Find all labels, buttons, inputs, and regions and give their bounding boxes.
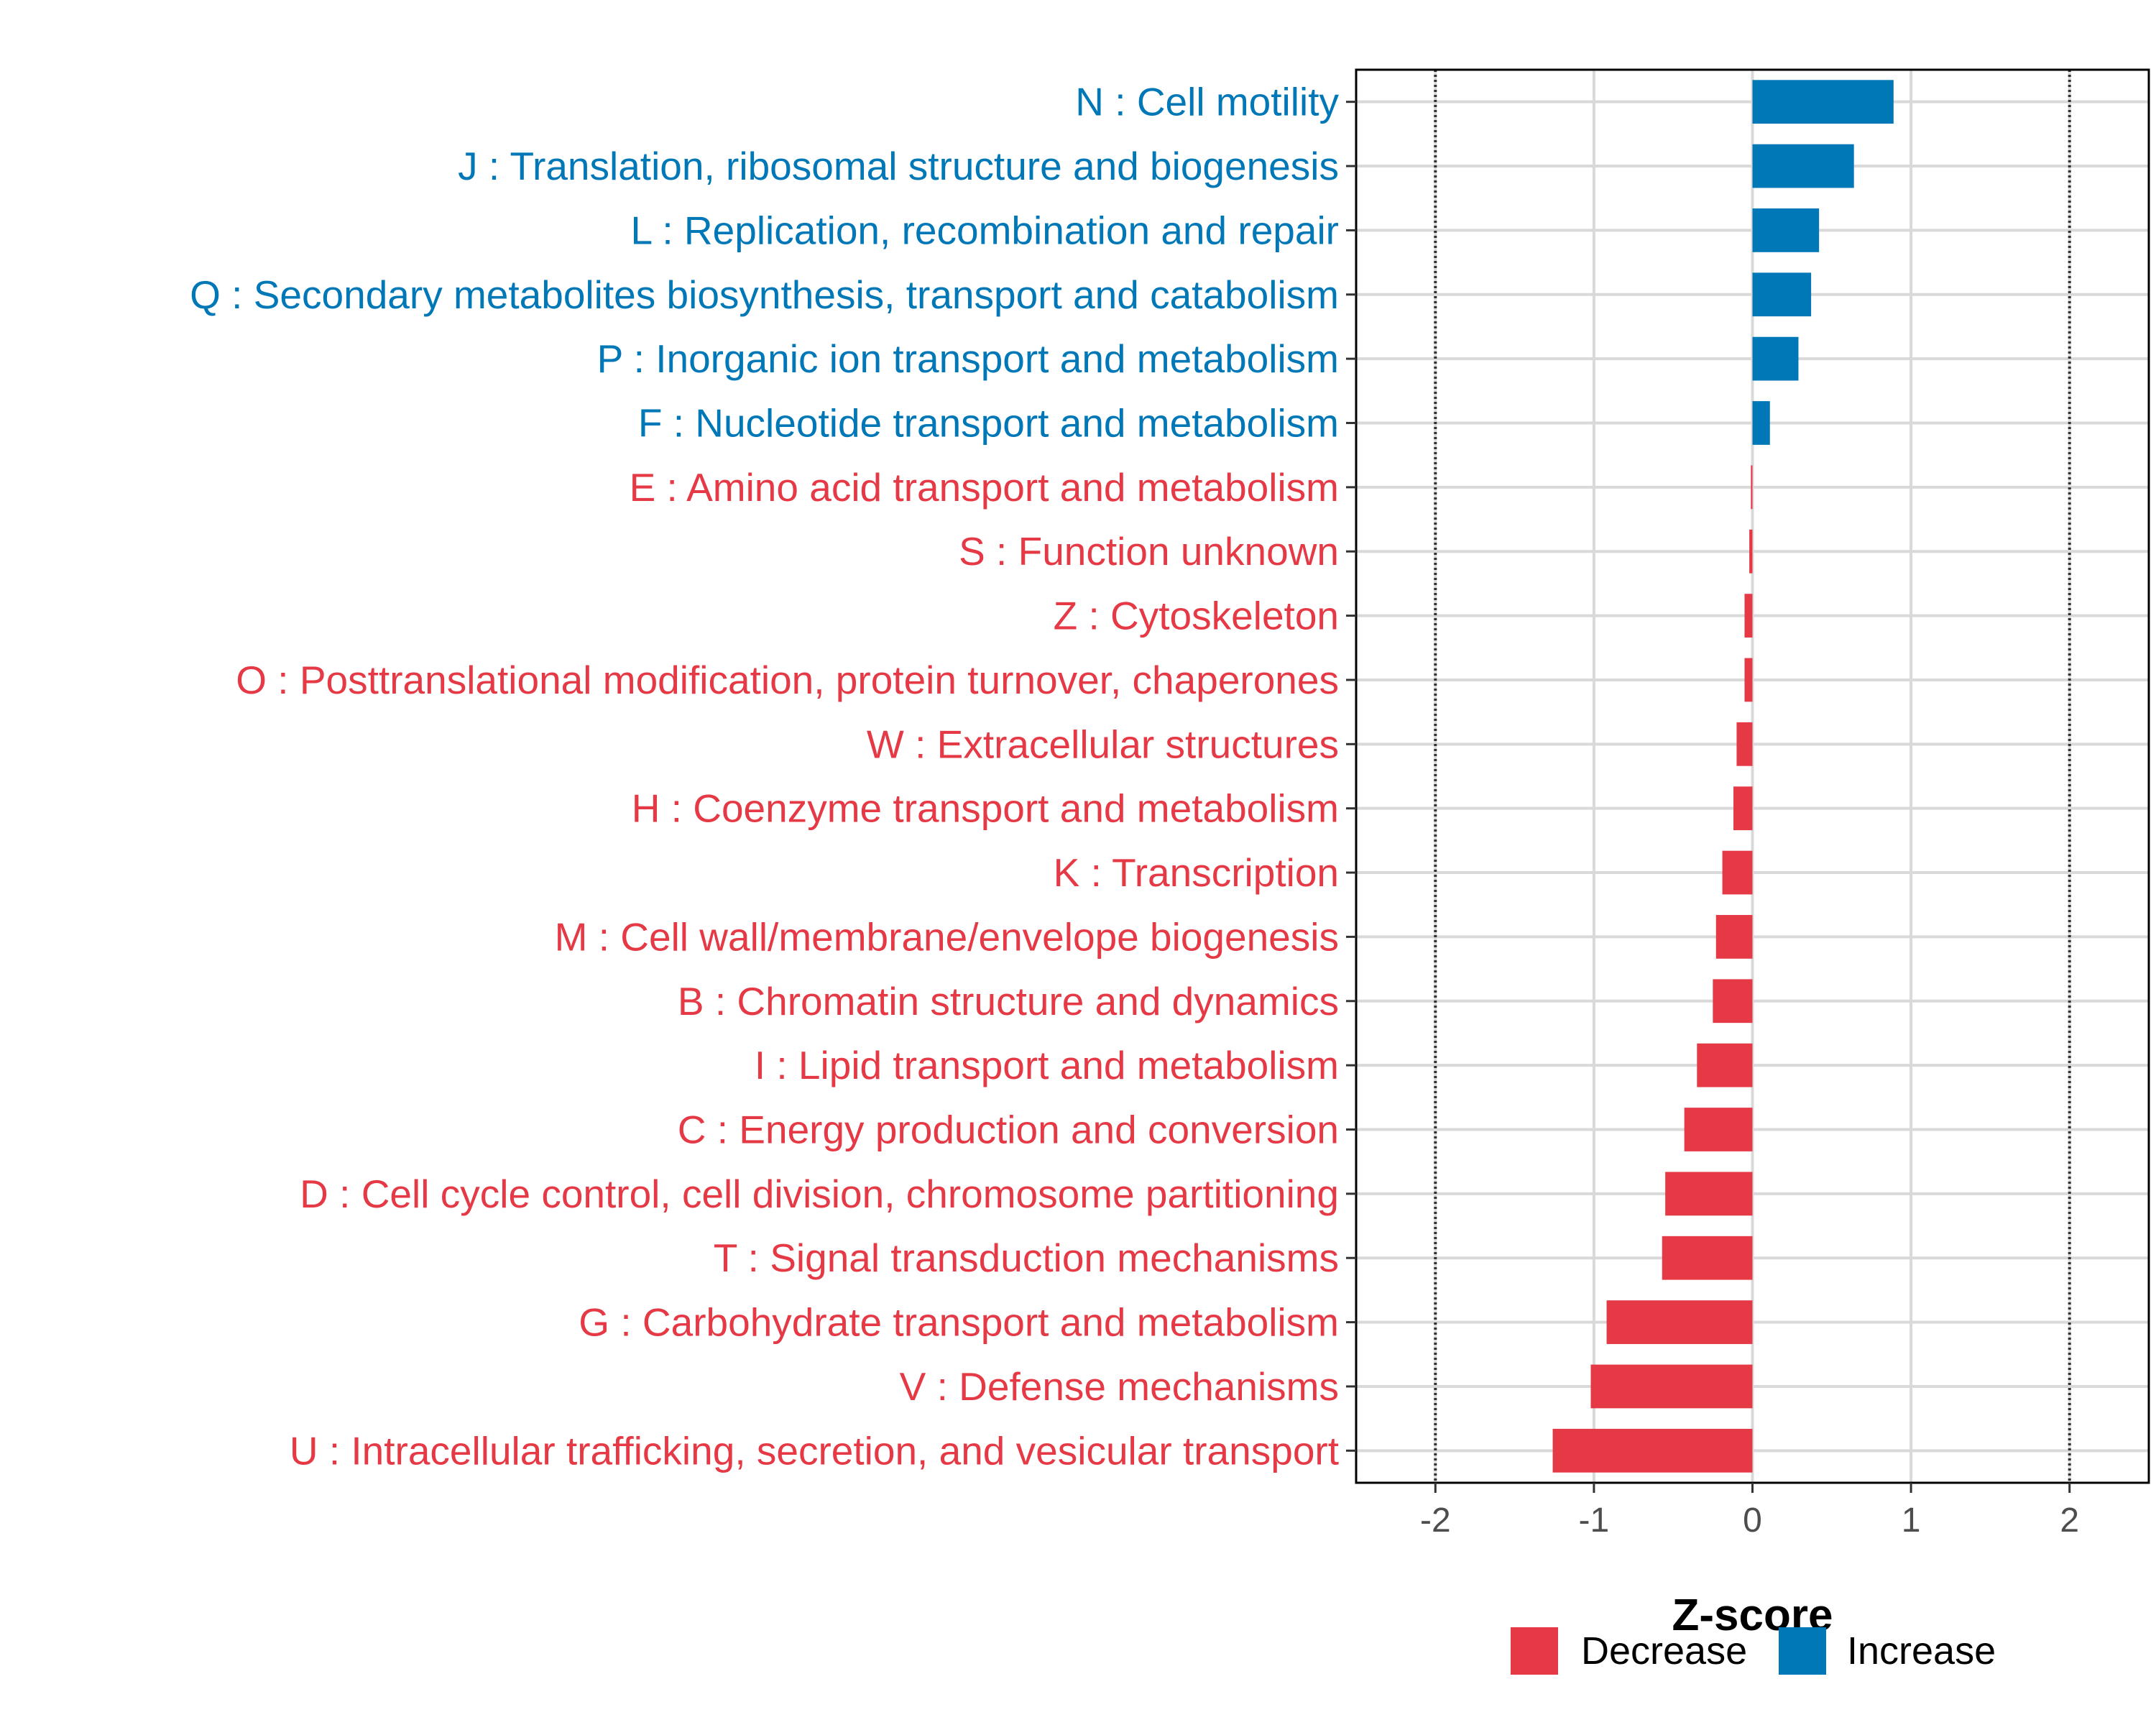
category-label: U : Intracellular trafficking, secretion… [290,1428,1339,1473]
legend-swatch-increase [1779,1627,1826,1675]
bar [1590,1364,1753,1409]
bar [1733,786,1753,831]
bar [1751,465,1753,510]
legend-swatch-decrease [1511,1627,1558,1675]
category-label: N : Cell motility [1075,80,1339,124]
category-label: L : Replication, recombination and repai… [631,208,1339,252]
legend-label-increase: Increase [1847,1629,1996,1673]
bar [1606,1300,1753,1344]
category-label: G : Carbohydrate transport and metabolis… [579,1300,1339,1345]
category-label: E : Amino acid transport and metabolism [630,465,1339,510]
reference-lines [1434,70,2071,1483]
x-tick-label: 1 [1902,1501,1921,1540]
bar [1744,594,1753,638]
category-label: D : Cell cycle control, cell division, c… [300,1172,1339,1216]
bar [1662,1236,1753,1280]
x-tick-label: -1 [1579,1501,1610,1540]
bar [1713,979,1753,1024]
bar [1752,80,1894,124]
category-label: S : Function unknown [959,529,1339,574]
category-label: P : Inorganic ion transport and metaboli… [597,336,1339,381]
category-label: I : Lipid transport and metabolism [755,1043,1339,1087]
category-label: K : Transcription [1054,850,1339,895]
x-tick-label: -2 [1420,1501,1451,1540]
bar [1722,850,1753,895]
bars [1552,80,1894,1473]
category-label: Q : Secondary metabolites biosynthesis, … [190,272,1339,317]
category-label: V : Defense mechanisms [900,1364,1339,1409]
category-label: J : Translation, ribosomal structure and… [458,144,1339,188]
bar [1752,208,1820,252]
bar [1752,336,1799,381]
bar [1715,915,1753,959]
y-axis-labels: N : Cell motility J : Translation, riboso… [190,80,1339,1473]
x-axis-ticks: -2 -1 0 1 2 [1420,1483,2079,1540]
legend: Decrease Increase [1511,1627,1996,1675]
category-label: W : Extracellular structures [867,722,1339,766]
category-label: H : Coenzyme transport and metabolism [632,786,1339,831]
category-label: C : Energy production and conversion [678,1108,1339,1152]
bar [1684,1108,1753,1151]
bar [1752,272,1812,317]
bar [1552,1428,1753,1473]
bar [1752,401,1770,445]
bar [1752,144,1854,188]
category-label: B : Chromatin structure and dynamics [678,979,1339,1024]
x-tick-label: 2 [2060,1501,2079,1540]
x-tick-label: 0 [1743,1501,1762,1540]
bar [1697,1043,1753,1087]
category-label: O : Posttranslational modification, prot… [236,658,1339,702]
category-label: M : Cell wall/membrane/envelope biogenes… [555,914,1339,959]
bar [1744,658,1753,702]
category-label: F : Nucleotide transport and metabolism [638,401,1339,446]
legend-label-decrease: Decrease [1581,1629,1747,1673]
category-label: Z : Cytoskeleton [1054,594,1339,638]
bar [1736,722,1753,766]
category-label: T : Signal transduction mechanisms [714,1236,1339,1280]
y-axis-ticks [1346,101,1356,1452]
bar [1665,1172,1753,1216]
bar [1749,529,1753,574]
